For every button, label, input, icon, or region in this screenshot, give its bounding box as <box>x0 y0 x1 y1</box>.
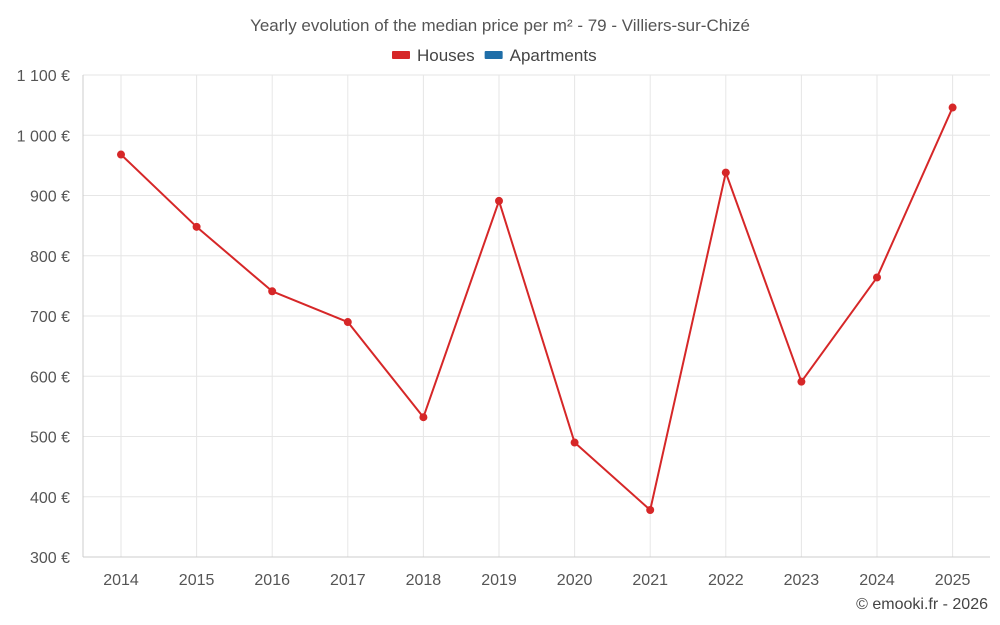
y-tick-label: 600 € <box>30 369 70 386</box>
data-point <box>797 377 806 386</box>
y-tick-label: 400 € <box>30 490 70 507</box>
y-tick-label: 700 € <box>30 309 70 326</box>
x-tick-label: 2015 <box>179 572 215 589</box>
legend-label: Houses <box>417 46 475 65</box>
data-point <box>873 273 881 282</box>
x-tick-label: 2016 <box>254 572 290 589</box>
series-line-houses <box>120 107 954 512</box>
y-tick-label: 900 € <box>30 189 70 206</box>
legend-label: Apartments <box>510 46 597 65</box>
x-tick-label: 2017 <box>330 572 366 589</box>
x-tick-label: 2018 <box>406 572 442 589</box>
y-axis: 300 € 400 € 500 € 600 € 700 € 800 € 900 € 1 000… <box>17 68 70 567</box>
x-tick-label: 2021 <box>632 572 668 589</box>
grid <box>82 74 990 558</box>
legend-swatch <box>392 51 410 59</box>
data-point <box>343 318 352 327</box>
y-tick-label: 800 € <box>30 249 70 266</box>
y-tick-label: 1 100 € <box>17 68 70 85</box>
x-tick-label: 2019 <box>481 572 517 589</box>
credit-text: © emooki.fr - 2026 <box>856 596 988 613</box>
data-point <box>570 438 579 447</box>
y-tick-label: 1 000 € <box>17 128 70 145</box>
y-tick-label: 500 € <box>30 430 70 447</box>
data-point <box>117 150 125 159</box>
series-layer <box>117 103 957 515</box>
data-point <box>646 506 655 515</box>
data-point <box>268 287 277 296</box>
data-point <box>948 103 957 112</box>
data-point <box>721 168 730 177</box>
x-tick-label: 2025 <box>935 572 971 589</box>
y-tick-label: 300 € <box>30 550 70 567</box>
x-tick-label: 2014 <box>103 572 139 589</box>
data-point <box>419 413 428 422</box>
data-point <box>192 222 201 231</box>
x-tick-label: 2023 <box>784 572 820 589</box>
legend-swatch <box>484 51 503 59</box>
x-tick-label: 2020 <box>557 572 593 589</box>
x-tick-label: 2022 <box>708 572 744 589</box>
legend: Houses Apartments <box>392 46 597 65</box>
chart-title: Yearly evolution of the median price per… <box>250 16 750 35</box>
x-axis: 2014 2015 2016 2017 2018 2019 2020 2021 2022 2023… <box>103 572 970 589</box>
data-point <box>495 196 503 205</box>
x-tick-label: 2024 <box>859 572 895 589</box>
